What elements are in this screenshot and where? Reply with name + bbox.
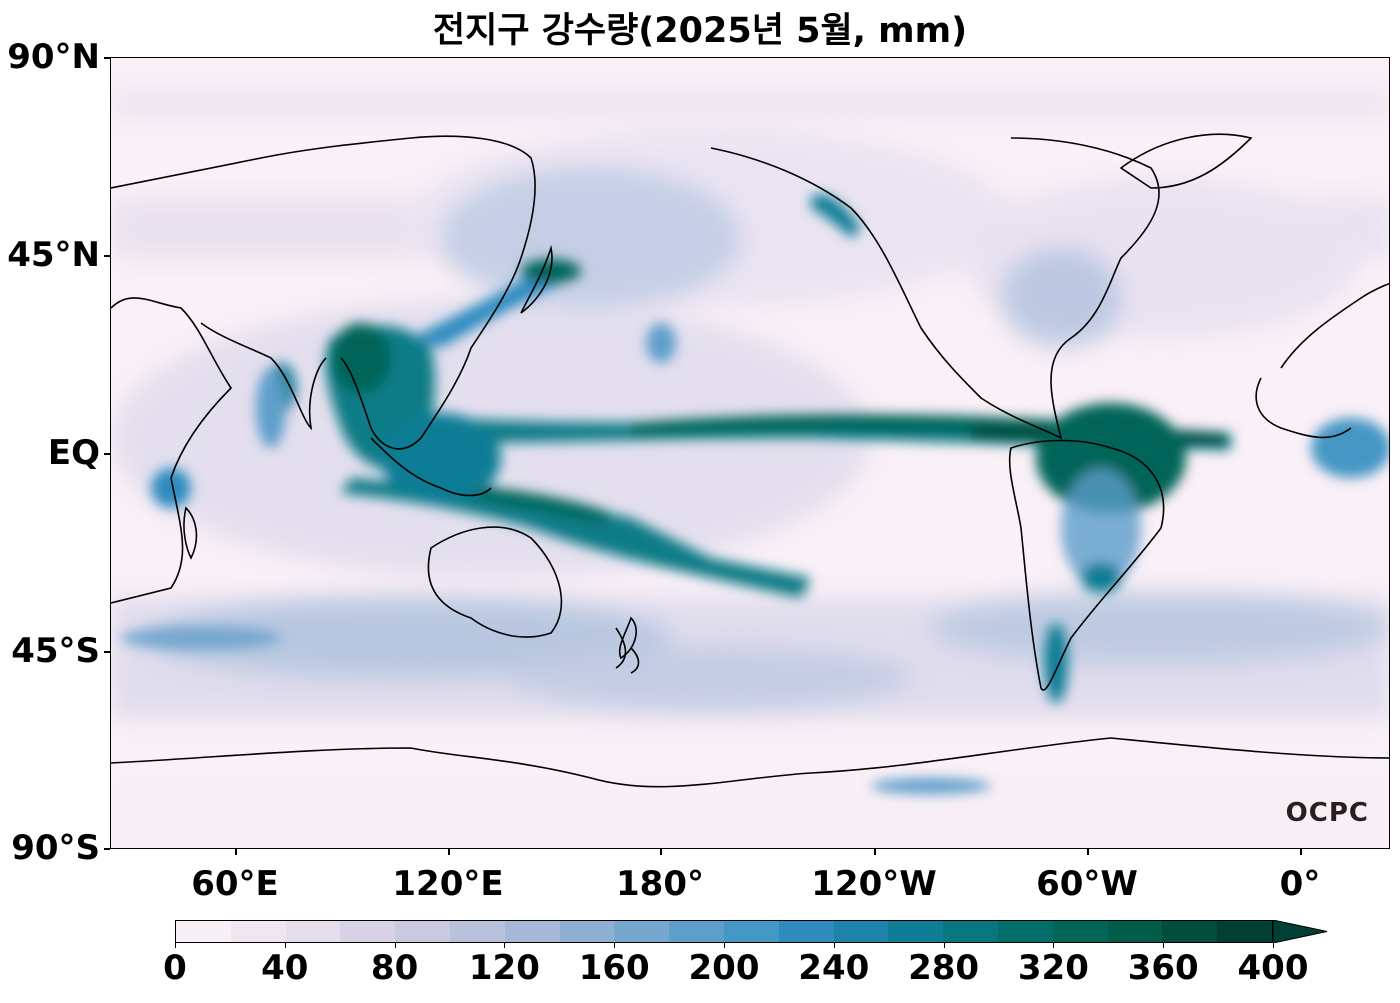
lon-tick (235, 849, 237, 855)
colorbar-tick (943, 943, 945, 948)
colorbar-segment (833, 921, 889, 942)
colorbar-segment (778, 921, 834, 942)
colorbar-segment (614, 921, 670, 942)
lon-tick (448, 849, 450, 855)
colorbar-segment (230, 921, 286, 942)
colorbar-tick-label: 360 (1127, 948, 1199, 988)
colorbar-segment (504, 921, 560, 942)
colorbar-segment (285, 921, 341, 942)
colorbar-segment (723, 921, 779, 942)
lon-tick (1087, 849, 1089, 855)
lat-tick (104, 57, 110, 59)
colorbar-tick-label: 0 (163, 948, 187, 988)
map-title: 전지구 강수량(2025년 5월, mm) (432, 11, 968, 51)
colorbar-tick-label: 40 (261, 948, 309, 988)
colorbar-tick (1053, 943, 1055, 948)
lat-tick (104, 453, 110, 455)
colorbar-tick-label: 280 (908, 948, 980, 988)
colorbar-tick (284, 943, 286, 948)
colorbar-tick (1273, 943, 1274, 948)
precipitation-map: OCPC (110, 57, 1390, 849)
colorbar-tick-label: 320 (1017, 948, 1089, 988)
colorbar-segment (395, 921, 450, 942)
lon-label-0: 0° (1279, 864, 1321, 904)
colorbar-segment (1217, 921, 1272, 942)
lat-tick (104, 848, 110, 850)
lon-tick (660, 849, 662, 855)
colorbar-tick (724, 943, 725, 948)
colorbar-segment (943, 921, 998, 942)
colorbar-tick (504, 943, 506, 948)
lat-label-90s: 90°S (11, 828, 100, 868)
lon-label-180: 180° (616, 864, 704, 904)
lat-label-eq: EQ (47, 433, 100, 473)
colorbar-segment (669, 921, 724, 942)
colorbar-tick (1163, 943, 1165, 948)
colorbar-tick (175, 943, 176, 948)
colorbar-segment (997, 921, 1053, 942)
lat-label-90n: 90°N (7, 37, 100, 77)
colorbar-segment (176, 921, 231, 942)
lon-label-120w: 120°W (811, 864, 937, 904)
colorbar (175, 920, 1273, 943)
colorbar-tick (394, 943, 396, 948)
colorbar-segment (888, 921, 944, 942)
lon-label-60e: 60°E (191, 864, 279, 904)
colorbar-segment (340, 921, 396, 942)
colorbar-tick-label: 400 (1237, 948, 1309, 988)
colorbar-tick-label: 80 (370, 948, 419, 988)
colorbar-tick-label: 120 (468, 948, 540, 988)
colorbar-segment (559, 921, 615, 942)
lat-label-45n: 45°N (7, 235, 100, 275)
colorbar-tick-label: 160 (578, 948, 650, 988)
colorbar-extend-arrow (1273, 920, 1328, 943)
colorbar-tick (614, 943, 616, 948)
colorbar-segment (449, 921, 505, 942)
lat-label-45s: 45°S (11, 631, 100, 671)
lat-tick (104, 255, 110, 257)
colorbar-tick-label: 240 (798, 948, 870, 988)
lon-tick (874, 849, 876, 855)
ocpc-logo: OCPC (1285, 798, 1369, 828)
lon-tick (1300, 849, 1302, 855)
colorbar-segment (1052, 921, 1108, 942)
colorbar-tick (833, 943, 835, 948)
colorbar-segment (1162, 921, 1218, 942)
lat-tick (104, 651, 110, 653)
lon-label-60w: 60°W (1036, 864, 1138, 904)
colorbar-segment (1107, 921, 1163, 942)
colorbar-tick-label: 200 (688, 948, 760, 988)
lon-label-120e: 120°E (392, 864, 504, 904)
